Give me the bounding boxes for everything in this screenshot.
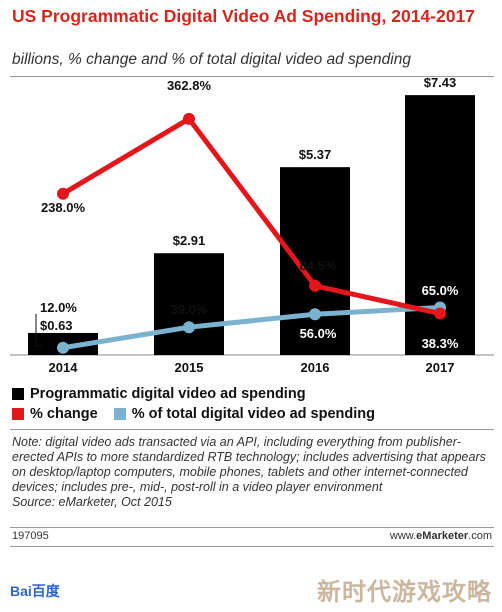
note-text: Note: digital video ads transacted via a… [12,435,486,494]
x-tick-2014: 2014 [49,360,79,375]
bar-label-2017: $7.43 [424,76,457,90]
change-label-2014: 238.0% [41,200,86,215]
bottom-divider [10,546,494,547]
change-label-2015: 362.8% [167,78,212,93]
share-label-2016: 56.0% [300,326,337,341]
legend-change-share: % change % of total digital video ad spe… [12,406,375,422]
chart-subtitle: billions, % change and % of total digita… [12,51,411,68]
chart-plot: $0.63 $2.91 $5.37 $7.43 238.0% 362.8% 84.5% 38.… [10,76,494,375]
legend-label-share: % of total digital video ad spending [131,406,375,422]
x-tick-2017: 2017 [426,360,455,375]
site-link[interactable]: www.eMarketer.com [390,530,492,542]
change-point-2016 [309,279,321,292]
share-point-2014 [57,341,69,354]
legend-swatch-share [113,408,126,420]
source-text: Source: eMarketer, Oct 2015 [12,495,172,509]
x-tick-2015: 2015 [175,360,204,375]
chart-title: US Programmatic Digital Video Ad Spendin… [12,6,475,26]
site-prefix: www. [389,530,417,542]
share-point-2015 [183,321,195,334]
share-label-2014: 12.0% [40,300,77,315]
legend-label-change: % change [30,406,98,422]
baidu-logo: Bai百度 [10,583,60,599]
legend-label-spending: Programmatic digital video ad spending [30,386,306,402]
watermark: 新时代游戏攻略 [317,579,492,606]
legend-spending: Programmatic digital video ad spending [12,386,306,402]
site-suffix: .com [468,530,492,542]
bar-2015 [154,253,224,355]
share-line [62,304,441,351]
note-divider [10,429,494,430]
change-label-2016: 84.5% [300,258,337,273]
change-label-2017: 38.3% [422,336,459,351]
legend-swatch-spending [12,388,24,400]
bar-label-2014: $0.63 [40,318,73,333]
change-line [61,116,441,316]
x-tick-2016: 2016 [301,360,330,375]
bar-label-2015: $2.91 [173,233,206,248]
change-point-2014 [57,187,69,200]
share-label-2017: 65.0% [422,283,459,298]
share-label-2015: 39.0% [171,302,208,317]
footer-divider [10,527,494,528]
bar-label-2016: $5.37 [299,147,332,162]
note-block: Note: digital video ads transacted via a… [12,435,494,510]
site-brand: eMarketer [416,530,469,542]
bar-2016 [280,167,350,355]
top-divider [10,76,494,77]
change-point-2017 [434,307,446,320]
label-2014-leader [35,314,43,347]
chart-id: 197095 [12,530,49,542]
share-point-2016 [309,308,321,321]
change-point-2015 [183,112,195,125]
legend-swatch-change [12,408,24,420]
